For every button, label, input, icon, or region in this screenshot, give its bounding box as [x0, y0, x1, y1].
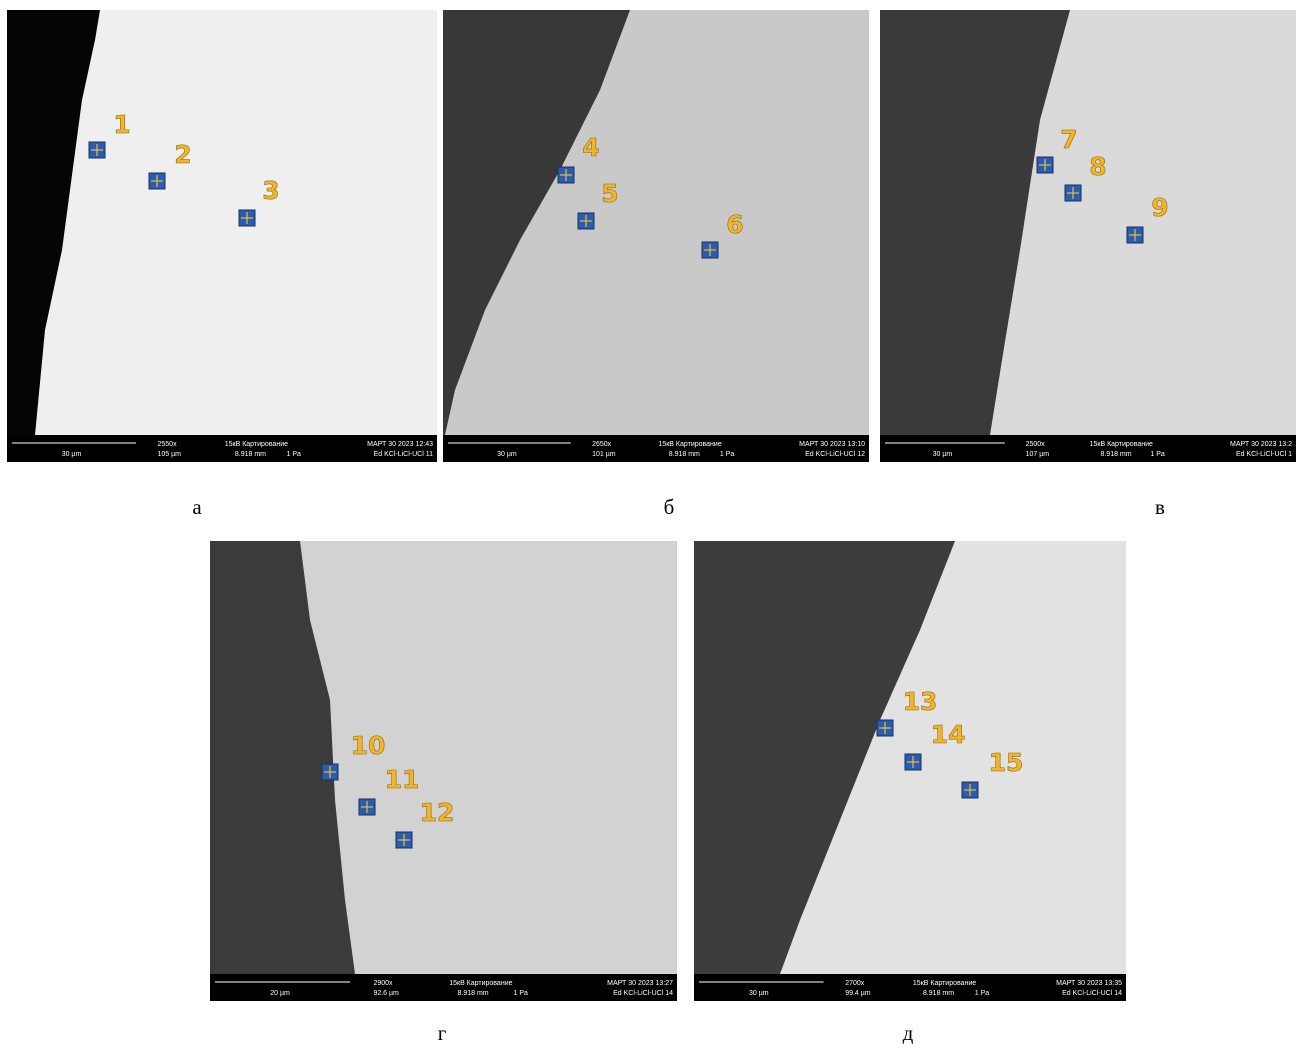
info-date: МАРТ 30 2023 13:27: [607, 980, 673, 987]
sem-panel: 30 µm 2550x 105 µm 15кВ Картирование 8.918 m…: [7, 10, 437, 519]
dark-region: [443, 10, 630, 435]
point-number: 7: [1060, 125, 1077, 154]
info-scale: 30 µm: [933, 451, 953, 458]
point-number: 10: [351, 731, 386, 760]
info-scale: 20 µm: [270, 990, 290, 997]
info-magnification: 2900x: [373, 980, 393, 987]
info-field: 105 µm: [158, 451, 182, 458]
info-field: 92.6 µm: [373, 990, 399, 997]
info-bar: [7, 435, 437, 462]
info-field: 107 µm: [1026, 451, 1050, 458]
panel-label: в: [1155, 495, 1165, 519]
info-date: МАРТ 30 2023 13:2: [1230, 441, 1292, 448]
point-number: 5: [601, 179, 618, 208]
info-mode: 15кВ Картирование: [449, 980, 512, 987]
info-bar: [880, 435, 1296, 462]
dark-region: [694, 541, 955, 974]
point-number: 4: [582, 133, 599, 162]
info-sample: Ed KCl-LiCl-UCl 14: [1062, 990, 1122, 997]
point-number: 9: [1151, 193, 1168, 222]
info-pressure: 1 Pa: [975, 990, 990, 997]
panel-label: г: [438, 1021, 447, 1045]
info-magnification: 2550x: [158, 441, 178, 448]
sem-panel: 30 µm 2700x 99.4 µm 15кВ Картирование 8.918 …: [694, 541, 1126, 1045]
sem-panel: 20 µm 2900x 92.6 µm 15кВ Картирование 8.918 …: [210, 541, 677, 1045]
info-scale: 30 µm: [62, 451, 82, 458]
info-sample: Ed KCl-LiCl-UCl 14: [613, 990, 673, 997]
info-magnification: 2500x: [1026, 441, 1046, 448]
panel-label: д: [903, 1021, 914, 1045]
info-magnification: 2650x: [592, 441, 612, 448]
point-number: 6: [726, 210, 743, 239]
info-sample: Ed KCl-LiCl-UCl 12: [805, 451, 865, 458]
point-number: 14: [931, 720, 966, 749]
info-distance: 8.918 mm: [1100, 451, 1131, 458]
info-field: 101 µm: [592, 451, 616, 458]
info-sample: Ed KCl-LiCl-UCl 11: [374, 451, 433, 458]
info-mode: 15кВ Картирование: [658, 441, 721, 448]
info-date: МАРТ 30 2023 12:43: [367, 441, 433, 448]
info-distance: 8.918 mm: [923, 990, 954, 997]
info-scale: 30 µm: [749, 990, 769, 997]
point-number: 1: [113, 110, 130, 139]
point-number: 11: [385, 765, 420, 794]
info-magnification: 2700x: [845, 980, 865, 987]
point-number: 8: [1089, 152, 1106, 181]
sem-panel: 30 µm 2500x 107 µm 15кВ Картирование 8.918 m…: [880, 10, 1296, 519]
info-date: МАРТ 30 2023 13:10: [799, 441, 865, 448]
info-mode: 15кВ Картирование: [913, 980, 976, 987]
info-bar: [694, 974, 1126, 1001]
info-sample: Ed KCl-LiCl-UCl 1: [1236, 451, 1292, 458]
info-distance: 8.918 mm: [669, 451, 700, 458]
point-number: 3: [262, 176, 279, 205]
info-pressure: 1 Pa: [720, 451, 735, 458]
dark-region: [7, 10, 100, 435]
panel-label: б: [664, 495, 675, 519]
dark-region: [210, 541, 355, 974]
info-bar: [443, 435, 869, 462]
info-bar: [210, 974, 677, 1001]
info-pressure: 1 Pa: [1150, 451, 1165, 458]
info-field: 99.4 µm: [845, 990, 871, 997]
info-date: МАРТ 30 2023 13:35: [1056, 980, 1122, 987]
panel-label: а: [192, 495, 202, 519]
info-scale: 30 µm: [497, 451, 517, 458]
point-number: 15: [989, 748, 1024, 777]
point-number: 13: [903, 687, 938, 716]
info-pressure: 1 Pa: [287, 451, 302, 458]
info-distance: 8.918 mm: [235, 451, 266, 458]
info-pressure: 1 Pa: [514, 990, 529, 997]
point-number: 12: [420, 798, 455, 827]
sem-panel: 30 µm 2650x 101 µm 15кВ Картирование 8.918 m…: [443, 10, 869, 519]
dark-region: [880, 10, 1070, 435]
info-mode: 15кВ Картирование: [1090, 441, 1153, 448]
info-distance: 8.918 mm: [458, 990, 489, 997]
point-number: 2: [174, 140, 191, 169]
info-mode: 15кВ Картирование: [225, 441, 288, 448]
